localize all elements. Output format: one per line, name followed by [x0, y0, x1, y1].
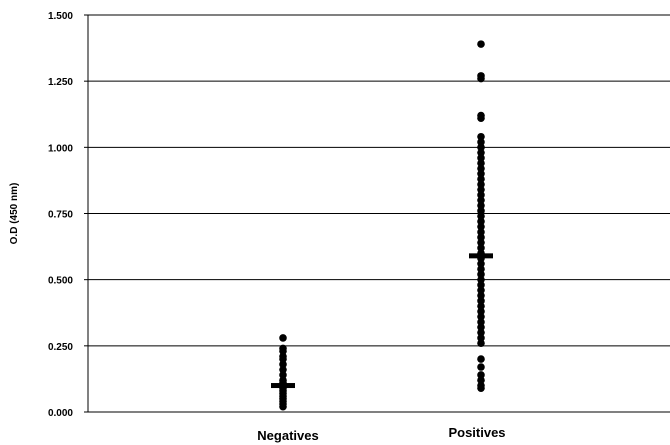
data-point [477, 228, 485, 236]
data-point [477, 111, 485, 120]
data-point [477, 363, 485, 371]
data-point [477, 212, 485, 220]
data-point [477, 233, 485, 242]
data-point [477, 381, 485, 390]
data-points [279, 40, 485, 411]
data-point [477, 265, 485, 273]
y-tick-label: 1.250 [48, 77, 73, 88]
data-point [477, 297, 485, 305]
data-point [477, 207, 485, 215]
data-point [477, 323, 485, 332]
data-point [477, 170, 485, 178]
data-point [477, 143, 485, 152]
data-point [477, 238, 485, 247]
data-point [477, 132, 485, 141]
y-tick-labels: 0.000 0.250 0.500 0.750 1.000 1.250 1.500 [48, 11, 73, 419]
y-tick-label: 0.750 [48, 210, 73, 221]
data-point [477, 191, 485, 199]
data-point [477, 355, 485, 363]
data-point [477, 281, 485, 289]
data-point [477, 312, 485, 321]
category-labels: Negatives Positives [257, 425, 505, 443]
data-point [477, 40, 485, 48]
mean-marker [271, 380, 295, 393]
category-label: Positives [448, 425, 505, 440]
y-axis-title: O.D (450 nm) [9, 183, 20, 245]
data-point [477, 201, 485, 210]
y-tick-label: 0.000 [48, 408, 73, 419]
data-point [477, 217, 485, 226]
data-point [477, 244, 485, 252]
mean-marker [469, 250, 493, 263]
data-point [477, 318, 485, 326]
data-point [279, 344, 287, 353]
mean-markers [271, 250, 493, 393]
y-tick-label: 1.000 [48, 143, 73, 154]
data-point [279, 365, 287, 374]
mean-stem [479, 250, 483, 263]
data-point [279, 334, 287, 342]
data-point [477, 159, 485, 168]
y-tick-label: 1.500 [48, 11, 73, 22]
mean-stem [281, 380, 285, 393]
data-point [477, 307, 485, 316]
data-point [477, 164, 485, 173]
data-point [477, 291, 485, 300]
data-point [477, 302, 485, 310]
data-point [477, 328, 485, 337]
data-point [477, 175, 485, 183]
data-point [477, 196, 485, 205]
data-point [279, 371, 287, 379]
data-point [279, 360, 287, 369]
y-tick-label: 0.500 [48, 276, 73, 287]
data-point [477, 270, 485, 279]
data-point [477, 148, 485, 157]
grid-lines [84, 14, 670, 413]
data-point [477, 180, 485, 189]
data-point [279, 352, 287, 361]
data-point [477, 222, 485, 231]
data-point [477, 154, 485, 162]
data-point [477, 275, 485, 284]
data-point [477, 339, 485, 347]
data-point [477, 334, 485, 342]
data-point [477, 72, 485, 80]
data-point [477, 376, 485, 385]
y-tick-label: 0.250 [48, 342, 73, 353]
category-label: Negatives [257, 428, 318, 443]
data-point [477, 185, 485, 194]
data-point [477, 138, 485, 146]
data-point [477, 286, 485, 295]
data-point [477, 371, 485, 379]
